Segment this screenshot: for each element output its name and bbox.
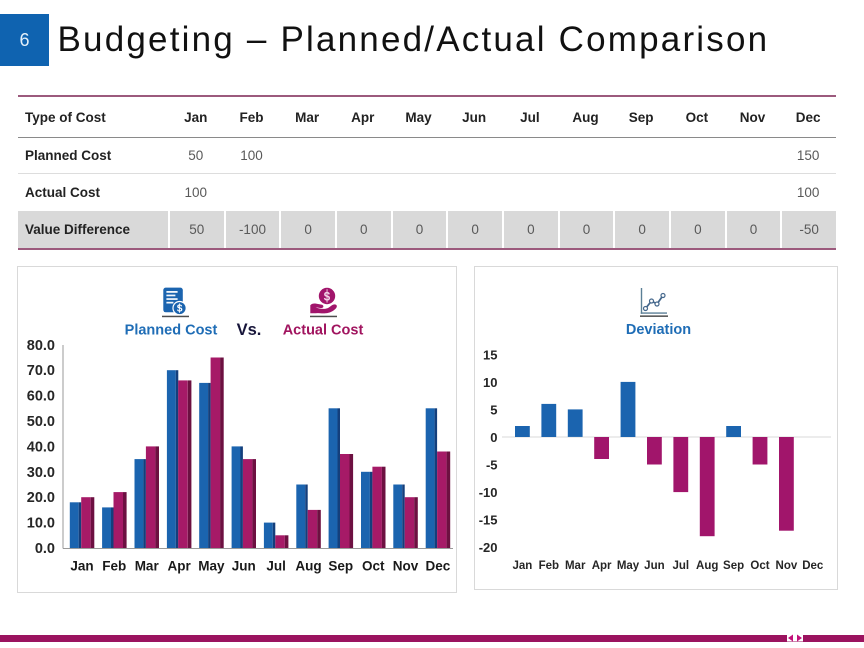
svg-text:50.0: 50.0 bbox=[27, 414, 55, 430]
svg-text:Deviation: Deviation bbox=[626, 322, 691, 338]
svg-text:0.0: 0.0 bbox=[35, 541, 55, 557]
svg-text:40.0: 40.0 bbox=[27, 439, 55, 455]
svg-text:30.0: 30.0 bbox=[27, 465, 55, 481]
svg-text:Actual Cost: Actual Cost bbox=[283, 323, 364, 339]
svg-text:80.0: 80.0 bbox=[27, 338, 55, 354]
svg-text:Mar: Mar bbox=[135, 559, 160, 574]
svg-text:15: 15 bbox=[483, 347, 497, 362]
svg-text:May: May bbox=[617, 560, 640, 572]
svg-text:Jan: Jan bbox=[70, 559, 93, 574]
svg-text:60.0: 60.0 bbox=[27, 389, 55, 405]
svg-text:-5: -5 bbox=[486, 458, 498, 473]
svg-text:5: 5 bbox=[490, 402, 497, 417]
svg-text:10: 10 bbox=[483, 375, 497, 390]
svg-text:Feb: Feb bbox=[102, 559, 126, 574]
svg-text:Jul: Jul bbox=[672, 560, 689, 572]
svg-text:Oct: Oct bbox=[750, 560, 769, 572]
svg-text:-10: -10 bbox=[479, 485, 498, 500]
svg-text:Apr: Apr bbox=[167, 559, 191, 574]
svg-text:-15: -15 bbox=[479, 513, 498, 528]
svg-text:Jan: Jan bbox=[512, 560, 532, 572]
svg-text:Aug: Aug bbox=[295, 559, 321, 574]
svg-text:Planned Cost: Planned Cost bbox=[125, 323, 218, 339]
svg-text:Vs.: Vs. bbox=[237, 321, 262, 339]
svg-text:Nov: Nov bbox=[393, 559, 419, 574]
svg-text:Apr: Apr bbox=[592, 560, 612, 572]
svg-text:Feb: Feb bbox=[539, 560, 559, 572]
svg-text:70.0: 70.0 bbox=[27, 363, 55, 379]
svg-text:Sep: Sep bbox=[328, 559, 353, 574]
svg-text:Mar: Mar bbox=[565, 560, 586, 572]
svg-text:Dec: Dec bbox=[802, 560, 824, 572]
svg-text:0: 0 bbox=[490, 430, 497, 445]
svg-text:10.0: 10.0 bbox=[27, 516, 55, 532]
svg-text:-20: -20 bbox=[479, 540, 498, 555]
svg-text:Aug: Aug bbox=[696, 560, 718, 572]
svg-text:Jun: Jun bbox=[232, 559, 256, 574]
svg-text:Nov: Nov bbox=[776, 560, 798, 572]
svg-text:Sep: Sep bbox=[723, 560, 744, 572]
svg-text:Dec: Dec bbox=[426, 559, 451, 574]
svg-text:Jun: Jun bbox=[644, 560, 664, 572]
svg-text:20.0: 20.0 bbox=[27, 490, 55, 506]
svg-text:May: May bbox=[198, 559, 225, 574]
svg-text:Oct: Oct bbox=[362, 559, 385, 574]
svg-text:Jul: Jul bbox=[266, 559, 286, 574]
